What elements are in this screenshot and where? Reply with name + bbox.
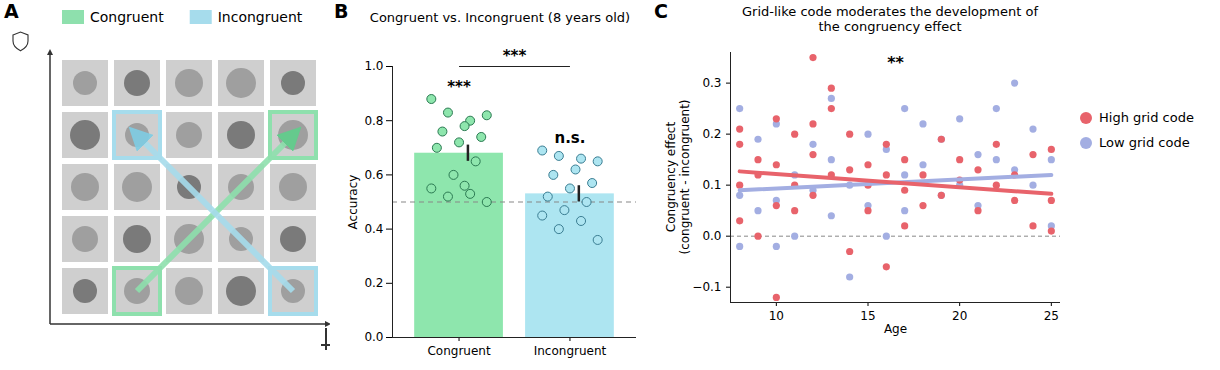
svg-text:15: 15 [860, 309, 875, 323]
svg-text:***: *** [447, 78, 471, 96]
html-text:Congruency effect (congruent -: Congruency effect (congruent - incongrue… [664, 99, 692, 255]
svg-text:−0.1: −0.1 [692, 280, 721, 294]
svg-text:***: *** [503, 47, 527, 65]
svg-text:25: 25 [1044, 309, 1059, 323]
svg-text:0.6: 0.6 [364, 168, 383, 182]
svg-text:0.8: 0.8 [364, 114, 383, 128]
svg-text:0.2: 0.2 [702, 127, 721, 141]
svg-text:Accuracy: Accuracy [346, 175, 360, 230]
svg-text:0.3: 0.3 [702, 76, 721, 90]
svg-text:0.0: 0.0 [364, 330, 383, 344]
svg-text:10: 10 [769, 309, 784, 323]
html-text:Congruent vs. Incongruent (8 y: Congruent vs. Incongruent (8 years old) [369, 10, 631, 25]
html-text:C: C [654, 0, 668, 22]
html-text:A: A [4, 0, 19, 22]
svg-text:0.0: 0.0 [702, 229, 721, 243]
html-text:Low grid code: Low grid code [1099, 135, 1190, 150]
svg-text:0.1: 0.1 [702, 178, 721, 192]
svg-text:Congruent: Congruent [427, 344, 490, 358]
svg-text:0.2: 0.2 [364, 276, 383, 290]
svg-text:**: ** [887, 53, 904, 72]
svg-text:Congruent: Congruent [90, 9, 164, 25]
svg-text:1.0: 1.0 [364, 59, 383, 73]
svg-text:Incongruent: Incongruent [534, 344, 607, 358]
svg-text:Incongruent: Incongruent [218, 9, 303, 25]
html-text:Grid-like code moderates the d: Grid-like code moderates the development… [742, 4, 1038, 34]
svg-text:20: 20 [952, 309, 967, 323]
html-text:B: B [334, 0, 349, 22]
svg-text:0.4: 0.4 [364, 222, 383, 236]
html-text:High grid code: High grid code [1099, 110, 1194, 125]
svg-text:n.s.: n.s. [554, 129, 585, 147]
svg-text:Age: Age [884, 322, 907, 336]
